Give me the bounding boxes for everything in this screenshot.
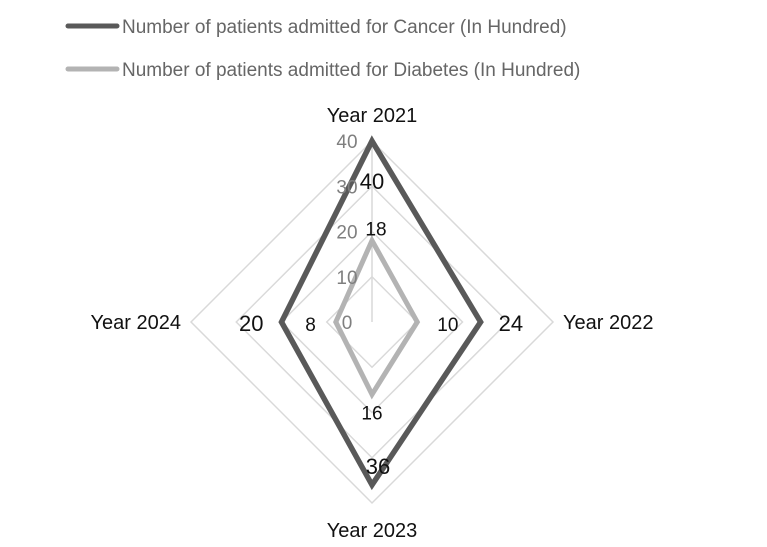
legend-item-cancer[interactable]: Number of patients admitted for Cancer (… (65, 17, 567, 38)
data-labels: 40 24 36 20 18 10 16 8 (239, 169, 523, 479)
category-label-2021: Year 2021 (327, 105, 417, 127)
gridline-ring-20 (280, 230, 464, 414)
data-label-diabetes-year-2021: 18 (365, 220, 386, 241)
tick-label-0: 0 (342, 313, 353, 334)
series-line-cancer[interactable] (278, 135, 484, 491)
category-label-2023: Year 2023 (327, 520, 417, 542)
legend-item-diabetes[interactable]: Number of patients admitted for Diabetes… (65, 60, 580, 81)
chart-legend: Number of patients admitted for Cancer (… (65, 17, 580, 81)
data-label-diabetes-year-2022: 10 (437, 315, 458, 336)
radar-grid (189, 139, 555, 505)
tick-label-20: 20 (336, 223, 357, 244)
tick-label-30: 30 (336, 177, 357, 198)
data-label-cancer-year-2022: 24 (499, 311, 523, 336)
legend-label-diabetes: Number of patients admitted for Diabetes… (122, 60, 580, 81)
category-label-2024: Year 2024 (91, 312, 181, 334)
legend-label-cancer: Number of patients admitted for Cancer (… (122, 17, 567, 38)
data-label-diabetes-year-2023: 16 (361, 403, 382, 424)
gridline-ring-40 (189, 139, 555, 505)
series-layer (278, 135, 484, 491)
category-label-2022: Year 2022 (563, 312, 653, 334)
tick-label-10: 10 (336, 268, 357, 289)
data-label-diabetes-year-2024: 8 (305, 315, 316, 336)
category-labels: Year 2021 Year 2022 Year 2023 Year 2024 (91, 105, 654, 542)
data-label-cancer-year-2021: 40 (360, 169, 384, 194)
gridline-ring-30 (235, 185, 509, 459)
series-line-diabetes[interactable] (333, 234, 421, 400)
data-label-cancer-year-2024: 20 (239, 311, 263, 336)
data-label-cancer-year-2023: 36 (366, 454, 390, 479)
radial-axis-ticks: 0 10 20 30 40 (336, 132, 357, 334)
tick-label-40: 40 (336, 132, 357, 153)
